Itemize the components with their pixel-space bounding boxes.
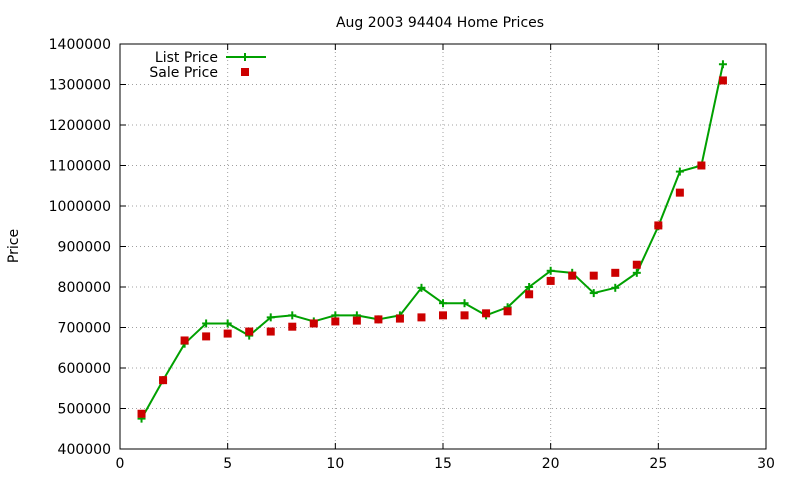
x-tick-label: 10 (326, 456, 344, 472)
sale-price-point (632, 260, 641, 269)
list-price-point (589, 289, 598, 298)
series-line-0 (140, 64, 724, 420)
list-price-point (546, 266, 555, 275)
sale-price-point (697, 161, 706, 170)
sale-price-point (417, 313, 426, 322)
y-tick-label: 400000 (58, 442, 111, 458)
sale-price-point (288, 322, 297, 331)
sale-price-point (331, 317, 340, 326)
y-tick-label: 1100000 (49, 159, 111, 175)
x-tick-label: 5 (223, 456, 232, 472)
sale-price-point (352, 316, 361, 325)
sale-price-point (439, 311, 447, 320)
sale-price-point (503, 307, 512, 316)
sale-price-point (675, 188, 684, 197)
sale-price-point (137, 409, 146, 418)
legend-marker (241, 68, 249, 76)
sale-price-point (525, 290, 534, 299)
y-tick-label: 1200000 (49, 118, 111, 134)
list-price-point (611, 283, 620, 292)
legend-marker (241, 53, 249, 61)
list-price-point (202, 319, 211, 328)
y-axis-label: Price (6, 229, 22, 263)
chart-title: Aug 2003 94404 Home Prices (336, 15, 544, 31)
sale-price-point (654, 221, 663, 230)
sale-price-point (309, 319, 318, 328)
y-tick-label: 600000 (58, 361, 111, 377)
x-tick-label: 15 (434, 456, 452, 472)
sale-price-point (374, 315, 383, 324)
y-tick-label: 500000 (58, 402, 111, 418)
legend-label: List Price (155, 50, 218, 66)
sale-price-point (202, 332, 211, 341)
sale-price-point (395, 314, 404, 323)
sale-price-point (159, 376, 168, 385)
list-price-point (718, 60, 727, 69)
sale-price-point (589, 271, 598, 280)
y-tick-label: 1400000 (49, 37, 111, 53)
sale-price-point (460, 311, 469, 320)
sale-price-point (180, 336, 189, 345)
y-tick-label: 1000000 (49, 199, 111, 215)
list-price-point (525, 283, 534, 291)
list-price-point (439, 299, 447, 308)
list-price-point (675, 167, 684, 176)
sale-price-point (245, 327, 254, 336)
legend-label: Sale Price (149, 65, 218, 81)
list-price-point (288, 311, 297, 320)
y-tick-label: 900000 (58, 240, 111, 256)
x-tick-label: 20 (542, 456, 560, 472)
y-tick-label: 800000 (58, 280, 111, 296)
sale-price-point (568, 271, 577, 280)
x-tick-label: 30 (757, 456, 775, 472)
y-tick-label: 1300000 (49, 78, 111, 94)
sale-price-point (611, 268, 620, 277)
sale-price-point (223, 329, 232, 338)
x-tick-label: 0 (116, 456, 125, 472)
sale-price-point (546, 276, 555, 285)
list-price-point (223, 319, 232, 328)
list-price-point (460, 299, 469, 308)
y-tick-label: 700000 (58, 321, 111, 337)
list-price-point (417, 283, 426, 292)
sale-price-point (482, 309, 491, 318)
list-price-point (632, 268, 641, 277)
sale-price-point (266, 327, 275, 336)
x-tick-label: 25 (649, 456, 667, 472)
list-price-point (266, 313, 275, 322)
sale-price-point (718, 76, 727, 85)
